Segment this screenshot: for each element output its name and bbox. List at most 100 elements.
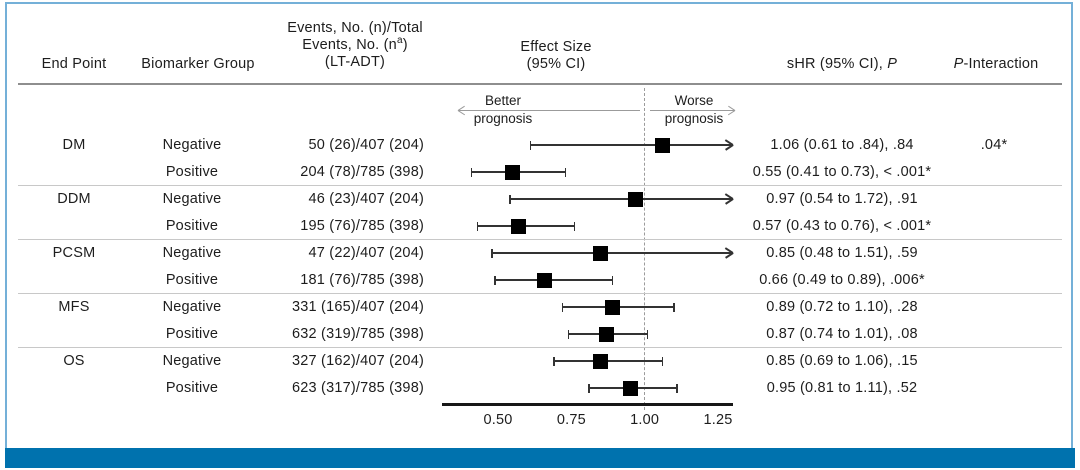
ci-cap-right bbox=[611, 275, 614, 285]
point-estimate-square bbox=[593, 353, 609, 369]
shr-header-text: sHR (95% CI), bbox=[786, 56, 888, 72]
group-separator bbox=[18, 239, 1062, 240]
p-interaction-header-text: -Interaction bbox=[963, 56, 1039, 72]
shr-value: 0.85 (0.69 to 1.06), .15 bbox=[766, 353, 918, 369]
p-interaction-header-p-italic: P bbox=[953, 56, 964, 72]
column-header-shr: sHR (95% CI), P bbox=[787, 56, 897, 73]
shr-value: 0.97 (0.54 to 1.72), .91 bbox=[766, 191, 918, 207]
biomarker-group-label: Negative bbox=[162, 245, 222, 261]
axis-tick-label: 1.25 bbox=[703, 412, 733, 428]
reference-line-1.00 bbox=[644, 88, 645, 410]
shr-value: 1.06 (0.61 to .84), .84 bbox=[770, 137, 914, 153]
axis-tick-label: 1.00 bbox=[630, 412, 660, 428]
events-value: 331 (165)/407 (204) bbox=[292, 299, 424, 315]
better-prognosis-label-line2: prognosis bbox=[473, 111, 533, 126]
ci-line bbox=[509, 198, 733, 200]
shr-value: 0.55 (0.41 to 0.73), < .001* bbox=[752, 164, 932, 180]
point-estimate-square bbox=[505, 164, 521, 180]
ci-cap-right bbox=[661, 356, 664, 366]
ci-line bbox=[530, 144, 733, 146]
point-estimate-square bbox=[622, 380, 638, 396]
biomarker-group-label: Positive bbox=[165, 272, 219, 288]
worse-prognosis-label-line1: Worse bbox=[674, 93, 714, 108]
column-header-p-interaction: P-Interaction bbox=[954, 56, 1039, 73]
ci-cap-left bbox=[509, 194, 511, 204]
column-header-end-point: End Point bbox=[41, 56, 107, 72]
column-header-biomarker-group: Biomarker Group bbox=[141, 56, 255, 72]
events-header-superscript: a bbox=[396, 35, 403, 47]
point-estimate-square bbox=[654, 137, 670, 153]
events-header-line2-close: ) bbox=[402, 37, 408, 53]
shr-value: 0.66 (0.49 to 0.89), .006* bbox=[759, 272, 925, 288]
endpoint-label: OS bbox=[63, 353, 85, 369]
ci-cap-left bbox=[553, 356, 555, 366]
ci-cap-left bbox=[494, 275, 496, 285]
biomarker-group-label: Negative bbox=[162, 137, 222, 153]
endpoint-label: DM bbox=[62, 137, 86, 153]
events-header-line2: Events, No. (n bbox=[302, 37, 397, 53]
group-separator bbox=[18, 347, 1062, 348]
events-value: 50 (26)/407 (204) bbox=[308, 137, 424, 153]
worse-prognosis-arrow bbox=[650, 109, 735, 111]
endpoint-label: MFS bbox=[58, 299, 90, 315]
p-interaction-value: .04* bbox=[980, 137, 1008, 153]
ci-line bbox=[492, 252, 733, 254]
point-estimate-square bbox=[628, 191, 644, 207]
events-header-line1: Events, No. (n)/Total bbox=[287, 20, 423, 36]
shr-value: 0.95 (0.81 to 1.11), .52 bbox=[766, 380, 918, 396]
x-axis-line bbox=[442, 403, 733, 406]
point-estimate-square bbox=[604, 299, 620, 315]
ci-line bbox=[495, 279, 613, 281]
ci-cap-right bbox=[676, 383, 678, 393]
events-value: 204 (78)/785 (398) bbox=[300, 164, 424, 180]
worse-prognosis-label-line2: prognosis bbox=[664, 111, 724, 126]
point-estimate-square bbox=[599, 326, 615, 342]
ci-cap-left bbox=[588, 383, 590, 393]
column-header-events: Events, No. (n)/Total Events, No. (na) (… bbox=[287, 20, 423, 71]
shr-header-p-italic: P bbox=[887, 56, 898, 72]
ci-cap-left bbox=[567, 329, 570, 339]
group-separator bbox=[18, 293, 1062, 294]
events-value: 47 (22)/407 (204) bbox=[308, 245, 424, 261]
point-estimate-square bbox=[511, 218, 527, 234]
ci-cap-left bbox=[491, 248, 493, 258]
events-header-line3: (LT-ADT) bbox=[324, 54, 386, 70]
group-separator bbox=[18, 185, 1062, 186]
biomarker-group-label: Negative bbox=[162, 353, 222, 369]
axis-tick-label: 0.50 bbox=[483, 412, 513, 428]
better-prognosis-label-line1: Better bbox=[484, 93, 522, 108]
ci-cap-right bbox=[673, 302, 675, 312]
biomarker-group-label: Positive bbox=[165, 164, 219, 180]
biomarker-group-label: Positive bbox=[165, 218, 219, 234]
figure-bottom-bar bbox=[5, 448, 1075, 468]
endpoint-label: DDM bbox=[57, 191, 91, 207]
point-estimate-square bbox=[537, 272, 553, 288]
endpoint-label: PCSM bbox=[52, 245, 96, 261]
header-rule bbox=[18, 83, 1062, 85]
ci-cap-left bbox=[529, 140, 532, 150]
ci-cap-left bbox=[470, 167, 473, 177]
ci-cap-left bbox=[561, 302, 564, 312]
biomarker-group-label: Positive bbox=[165, 326, 219, 342]
ci-cap-left bbox=[476, 221, 479, 231]
better-prognosis-arrow bbox=[458, 109, 640, 111]
ci-cap-right bbox=[573, 221, 576, 231]
biomarker-group-label: Positive bbox=[165, 380, 219, 396]
shr-value: 0.89 (0.72 to 1.10), .28 bbox=[766, 299, 918, 315]
effect-size-header-line1: Effect Size bbox=[520, 39, 592, 55]
events-value: 327 (162)/407 (204) bbox=[292, 353, 424, 369]
events-value: 632 (319)/785 (398) bbox=[292, 326, 424, 342]
ci-cap-right bbox=[646, 329, 649, 339]
biomarker-group-label: Negative bbox=[162, 299, 222, 315]
axis-tick-label: 0.75 bbox=[556, 412, 586, 428]
shr-value: 0.87 (0.74 to 1.01), .08 bbox=[766, 326, 918, 342]
events-value: 46 (23)/407 (204) bbox=[308, 191, 424, 207]
ci-cap-right bbox=[564, 167, 567, 177]
point-estimate-square bbox=[593, 245, 609, 261]
events-value: 195 (76)/785 (398) bbox=[300, 218, 424, 234]
biomarker-group-label: Negative bbox=[162, 191, 222, 207]
column-header-effect-size: Effect Size (95% CI) bbox=[520, 39, 591, 73]
events-value: 623 (317)/785 (398) bbox=[292, 380, 424, 396]
shr-value: 0.85 (0.48 to 1.51), .59 bbox=[766, 245, 918, 261]
